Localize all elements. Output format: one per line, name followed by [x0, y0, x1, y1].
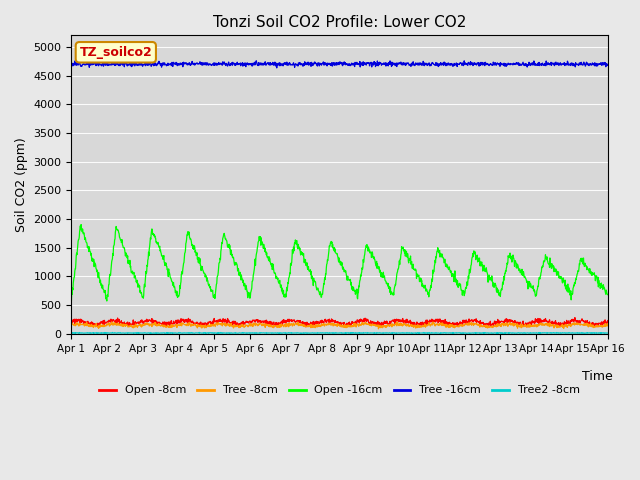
Tree -16cm — [541, 60, 548, 66]
Open -8cm — [493, 320, 501, 325]
Line: Tree -8cm: Tree -8cm — [72, 322, 608, 329]
Tree -8cm — [493, 321, 501, 327]
X-axis label: Time: Time — [582, 370, 612, 383]
Open -16cm — [493, 289, 501, 295]
Tree -8cm — [374, 326, 382, 332]
Tree -16cm — [68, 60, 76, 66]
Tree -8cm — [541, 323, 548, 328]
Tree -8cm — [247, 323, 255, 329]
Tree -8cm — [68, 320, 76, 326]
Tree2 -8cm — [68, 330, 76, 336]
Y-axis label: Soil CO2 (ppm): Soil CO2 (ppm) — [15, 137, 28, 232]
Open -16cm — [77, 222, 85, 228]
Open -16cm — [188, 239, 195, 245]
Line: Tree -16cm: Tree -16cm — [72, 61, 608, 68]
Tree -8cm — [174, 322, 182, 328]
Tree -16cm — [247, 61, 255, 67]
Tree2 -8cm — [493, 330, 501, 336]
Open -16cm — [604, 292, 612, 298]
Tree -16cm — [424, 61, 431, 67]
Tree2 -8cm — [195, 330, 203, 336]
Legend: Open -8cm, Tree -8cm, Open -16cm, Tree -16cm, Tree2 -8cm: Open -8cm, Tree -8cm, Open -16cm, Tree -… — [95, 381, 584, 400]
Title: Tonzi Soil CO2 Profile: Lower CO2: Tonzi Soil CO2 Profile: Lower CO2 — [213, 15, 466, 30]
Open -8cm — [541, 318, 548, 324]
Open -16cm — [248, 287, 255, 293]
Text: TZ_soilco2: TZ_soilco2 — [79, 46, 152, 59]
Open -8cm — [571, 315, 579, 321]
Open -8cm — [68, 319, 76, 324]
Tree2 -8cm — [541, 330, 548, 336]
Tree2 -8cm — [413, 331, 420, 336]
Tree2 -8cm — [424, 330, 431, 336]
Tree -8cm — [187, 324, 195, 329]
Tree -16cm — [493, 60, 501, 66]
Open -16cm — [175, 293, 182, 299]
Open -8cm — [247, 320, 255, 325]
Line: Open -8cm: Open -8cm — [72, 318, 608, 327]
Open -8cm — [484, 324, 492, 330]
Tree2 -8cm — [187, 330, 195, 336]
Tree -16cm — [252, 58, 260, 64]
Open -8cm — [187, 318, 195, 324]
Line: Open -16cm: Open -16cm — [72, 225, 608, 301]
Tree -8cm — [604, 321, 612, 326]
Open -8cm — [423, 321, 431, 326]
Open -16cm — [424, 288, 431, 294]
Tree2 -8cm — [247, 330, 255, 336]
Open -16cm — [541, 258, 548, 264]
Tree -16cm — [604, 62, 612, 68]
Line: Tree2 -8cm: Tree2 -8cm — [72, 333, 608, 334]
Tree -16cm — [174, 62, 182, 68]
Open -8cm — [604, 318, 612, 324]
Tree -8cm — [424, 322, 431, 327]
Open -16cm — [68, 298, 76, 304]
Open -8cm — [174, 318, 182, 324]
Tree2 -8cm — [174, 330, 182, 336]
Tree2 -8cm — [604, 330, 612, 336]
Tree -16cm — [187, 62, 195, 68]
Tree -8cm — [108, 319, 115, 325]
Tree -16cm — [273, 65, 280, 71]
Open -16cm — [103, 298, 111, 304]
